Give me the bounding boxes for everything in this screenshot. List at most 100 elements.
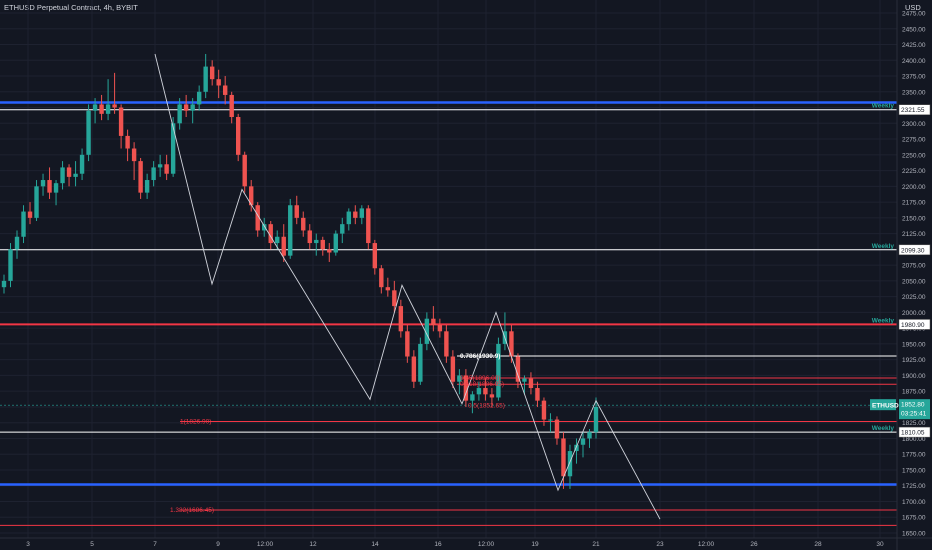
price-badge-text: 2099.30 [901,247,925,254]
price-badge-text: 1810.05 [901,430,925,437]
candle-body [21,211,26,237]
candle-body [138,161,143,193]
current-price-badge [899,399,930,420]
candle-body [327,249,332,253]
candle-body [444,331,449,357]
candle-body [411,356,417,382]
candle-body [561,438,566,477]
fib-label: 0.5(1852.65) [468,402,505,409]
candle-body [73,173,78,177]
candle-body [268,224,273,244]
candle-body [157,164,163,168]
candle-body [183,104,189,111]
candle-body [340,224,345,234]
candle-body [275,236,280,244]
price-tick: 2475.00 [902,11,926,18]
price-tick: 2250.00 [902,152,926,159]
price-tick: 2400.00 [902,58,926,65]
candle-body [509,331,514,357]
candle-body [398,306,404,332]
time-tick: 12:00 [478,541,495,548]
candle-body [229,94,234,117]
candle-body [125,135,130,149]
currency-label: USD [905,3,921,12]
time-tick: 7 [153,541,157,548]
price-tick: 2025.00 [902,294,926,301]
candle-body [515,356,521,382]
candle-body [424,318,430,344]
candle-body [222,85,228,95]
candle-body [209,66,215,80]
candle-body [405,331,410,357]
candle-body [587,432,592,439]
price-badge [898,244,931,256]
time-tick: 12:00 [698,541,715,548]
price-tick: 1800.00 [902,436,926,443]
candle-body [301,217,306,231]
candle-body [548,419,553,421]
symbol-badge-text: ETHUSD [872,403,899,410]
candle-body [476,388,482,395]
level-label-weekly: Weekly [872,103,895,110]
price-tick: 1925.00 [902,357,926,364]
time-tick: 12 [309,541,317,548]
candle-body [541,400,547,420]
time-tick: 19 [531,541,539,548]
price-tick: 2200.00 [902,184,926,191]
time-tick: 12:00 [257,541,274,548]
candle-body [366,208,371,244]
time-axis: 3 5 7 9 12:00 12 14 16 12:00 19 21 23 12:00 26 28 30 [0,537,932,548]
symbol-badge [870,399,896,411]
price-tick: 2375.00 [902,74,926,81]
candle-body [489,394,495,398]
price-badge-text: 1980.90 [901,322,925,329]
time-tick: 9 [216,541,220,548]
fib-label: 0.786(1930.9) [460,353,500,360]
fib-label: 1.382(1686.45) [170,507,214,514]
candle-body [203,66,208,92]
candle-body [92,104,98,111]
price-tick: 2075.00 [902,263,926,270]
candle-body [131,148,137,162]
candle-body [14,236,20,250]
level-label-weekly: Weekly [872,243,895,250]
time-tick: 28 [814,541,822,548]
candle-body [574,444,579,452]
candle-body [379,268,384,288]
candle-body [580,438,586,445]
price-tick: 1950.00 [902,341,926,348]
candle-body [359,208,365,218]
price-tick: 2125.00 [902,231,926,238]
candle-body [346,211,351,225]
fib-label: 1(1826.90) [180,418,211,425]
candle-body [86,110,91,155]
candle-body [535,388,540,401]
price-tick: 1900.00 [902,373,926,380]
fib-label: 0.65(1896.00) [460,375,500,382]
candle-body [554,419,560,439]
time-tick: 23 [656,541,664,548]
candle-body [196,91,202,105]
level-label-weekly: Weekly [872,425,895,432]
candle-body [294,205,299,218]
candle-body [1,280,7,288]
price-badge [898,319,931,330]
candle-body [333,233,338,253]
price-tick: 2425.00 [902,42,926,49]
candle-body [418,343,423,382]
price-tick: 2350.00 [902,89,926,96]
candle-body [99,104,104,114]
price-badge [898,104,931,115]
price-tick: 1675.00 [902,515,926,522]
price-tick: 1650.00 [902,531,926,538]
candle-body [450,356,456,382]
time-tick: 16 [434,541,442,548]
time-tick: 5 [90,541,94,548]
fib-label: 0.618(1886.95) [460,381,504,388]
horizontal-levels: Weekly Weekly Weekly Weekly [0,101,897,526]
candle-body [288,205,293,256]
time-tick: 3 [26,541,30,548]
candle-body [190,104,195,111]
candle-body [392,290,397,307]
